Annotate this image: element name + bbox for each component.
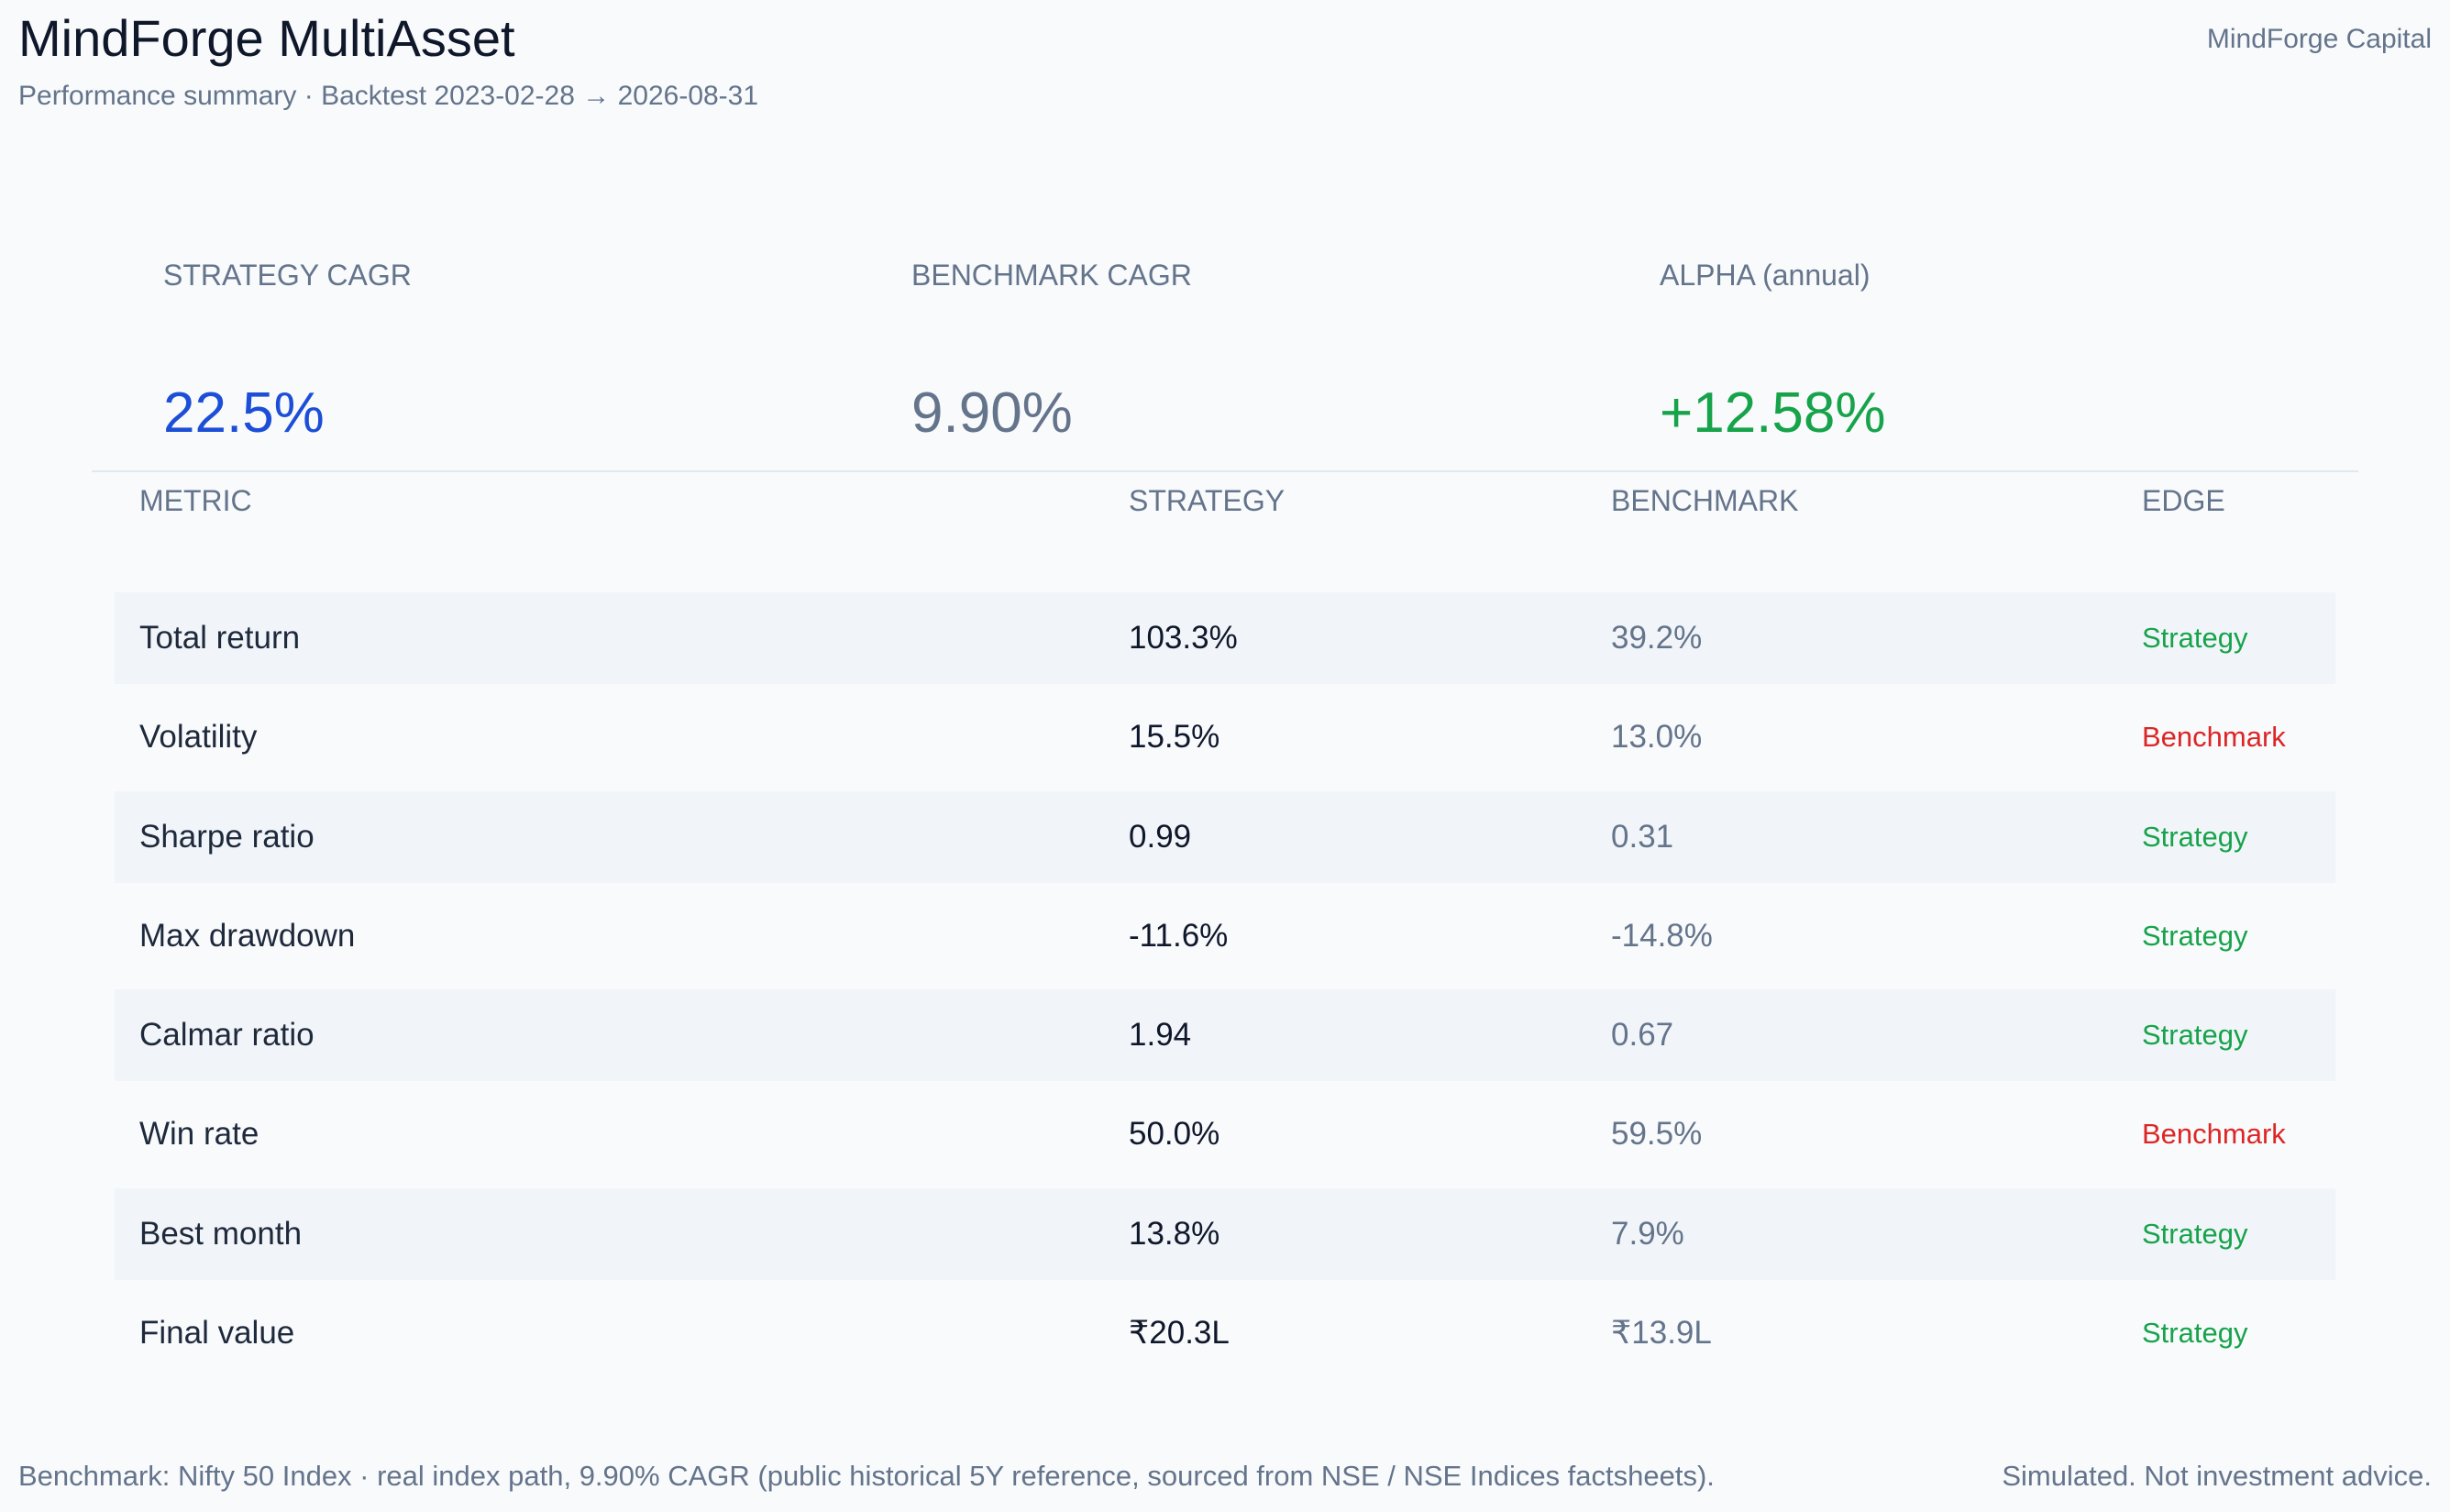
table-row: Win rate 50.0% 59.5% Benchmark — [115, 1088, 2335, 1180]
column-header-strategy: STRATEGY — [1129, 484, 1286, 517]
table-row: Volatility 15.5% 13.0% Benchmark — [115, 691, 2335, 783]
strategy-cell: 1.94 — [1129, 1017, 1192, 1054]
edge-cell: Benchmark — [2142, 1118, 2286, 1151]
strategy-cell: 0.99 — [1129, 818, 1192, 855]
page-title: MindForge MultiAsset — [18, 9, 515, 67]
edge-cell: Strategy — [2142, 1217, 2248, 1250]
brand-label: MindForge Capital — [2206, 24, 2432, 54]
column-header-metric: METRIC — [139, 484, 252, 517]
edge-cell: Strategy — [2142, 919, 2248, 952]
benchmark-cell: -14.8% — [1611, 917, 1713, 954]
strategy-cell: ₹20.3L — [1129, 1315, 1230, 1352]
kpi-benchmark-cagr: BENCHMARK CAGR 9.90% — [911, 257, 1192, 447]
metric-cell: Calmar ratio — [139, 1017, 315, 1054]
benchmark-cell: 0.31 — [1611, 818, 1674, 855]
metric-cell: Final value — [139, 1315, 295, 1352]
table-row: Best month 13.8% 7.9% Strategy — [115, 1187, 2335, 1280]
section-divider — [92, 470, 2358, 472]
metrics-table: Total return 103.3% 39.2% Strategy Volat… — [115, 592, 2335, 1386]
table-row: Final value ₹20.3L ₹13.9L Strategy — [115, 1287, 2335, 1379]
benchmark-cell: 0.67 — [1611, 1017, 1674, 1054]
strategy-cell: 50.0% — [1129, 1116, 1220, 1153]
benchmark-cell: 39.2% — [1611, 620, 1703, 656]
strategy-cell: -11.6% — [1129, 917, 1229, 954]
edge-cell: Strategy — [2142, 1317, 2248, 1350]
strategy-cell: 13.8% — [1129, 1215, 1220, 1252]
column-header-benchmark: BENCHMARK — [1611, 484, 1799, 517]
page-subtitle: Performance summary · Backtest 2023-02-2… — [18, 81, 759, 111]
strategy-cell: 103.3% — [1129, 620, 1238, 656]
metric-cell: Max drawdown — [139, 917, 356, 954]
edge-cell: Strategy — [2142, 1019, 2248, 1052]
table-row: Calmar ratio 1.94 0.67 Strategy — [115, 989, 2335, 1082]
benchmark-cell: ₹13.9L — [1611, 1315, 1712, 1352]
edge-cell: Strategy — [2142, 622, 2248, 654]
kpi-label: ALPHA (annual) — [1660, 259, 1871, 292]
table-row: Sharpe ratio 0.99 0.31 Strategy — [115, 790, 2335, 883]
benchmark-cell: 7.9% — [1611, 1215, 1684, 1252]
metric-cell: Sharpe ratio — [139, 818, 315, 855]
kpi-label: STRATEGY CAGR — [163, 259, 412, 292]
strategy-cell: 15.5% — [1129, 719, 1220, 756]
column-header-edge: EDGE — [2142, 484, 2225, 517]
edge-cell: Strategy — [2142, 820, 2248, 853]
table-header: METRIC STRATEGY BENCHMARK EDGE — [115, 480, 2335, 521]
metric-cell: Best month — [139, 1215, 303, 1252]
metric-cell: Total return — [139, 620, 301, 656]
table-row: Max drawdown -11.6% -14.8% Strategy — [115, 890, 2335, 982]
kpi-value: 9.90% — [911, 381, 1073, 445]
benchmark-cell: 13.0% — [1611, 719, 1703, 756]
metric-cell: Volatility — [139, 719, 258, 756]
kpi-strategy-cagr: STRATEGY CAGR 22.5% — [163, 257, 412, 447]
metric-cell: Win rate — [139, 1116, 259, 1153]
table-row: Total return 103.3% 39.2% Strategy — [115, 592, 2335, 684]
kpi-label: BENCHMARK CAGR — [911, 259, 1192, 292]
benchmark-cell: 59.5% — [1611, 1116, 1703, 1153]
kpi-alpha-annual: ALPHA (annual) +12.58% — [1660, 257, 1886, 447]
edge-cell: Benchmark — [2142, 721, 2286, 754]
kpi-value: +12.58% — [1660, 381, 1886, 445]
kpi-value: 22.5% — [163, 381, 325, 445]
footer-benchmark-note: Benchmark: Nifty 50 Index · real index p… — [18, 1460, 1715, 1492]
footer-disclaimer: Simulated. Not investment advice. — [2002, 1460, 2432, 1492]
